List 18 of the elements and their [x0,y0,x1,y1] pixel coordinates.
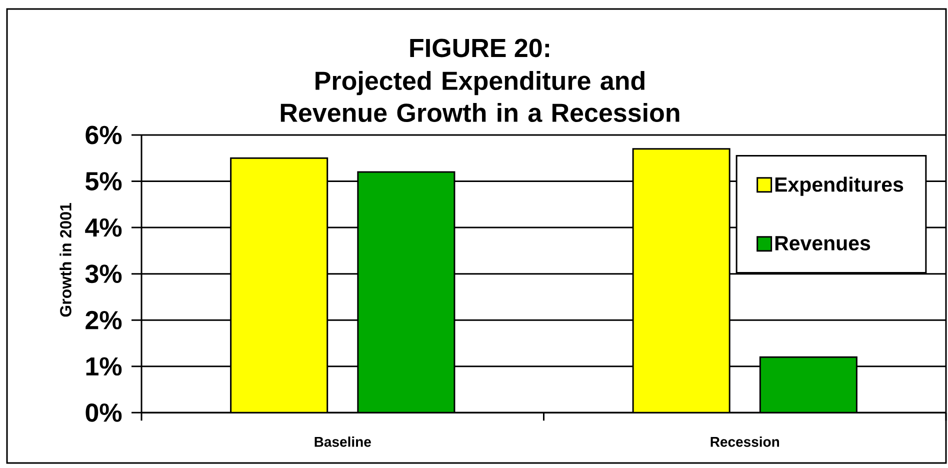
y-tick-label: 2% [86,310,122,330]
y-tick-label: 5% [86,172,122,190]
chart-subtitle: Projected Expenditure and Revenue Growth in a Recession [280,70,680,122]
bar [632,148,730,413]
chart-title: FIGURE 20: [410,38,549,58]
bar [759,356,858,413]
y-tick-label: 0% [86,403,122,422]
legend-label: Expenditures [775,176,904,196]
y-tick-label: 1% [86,357,122,376]
y-axis-title: Growth in 2001 [60,203,72,317]
bar [230,157,328,413]
x-tick-label: Baseline [314,436,371,447]
legend-label: Revenues [775,236,870,250]
x-tick-label: Recession [710,436,780,447]
y-tick-label: 4% [85,218,122,237]
y-tick-label: 6% [86,126,122,144]
y-tick-label: 3% [85,264,122,284]
bar [357,171,456,413]
